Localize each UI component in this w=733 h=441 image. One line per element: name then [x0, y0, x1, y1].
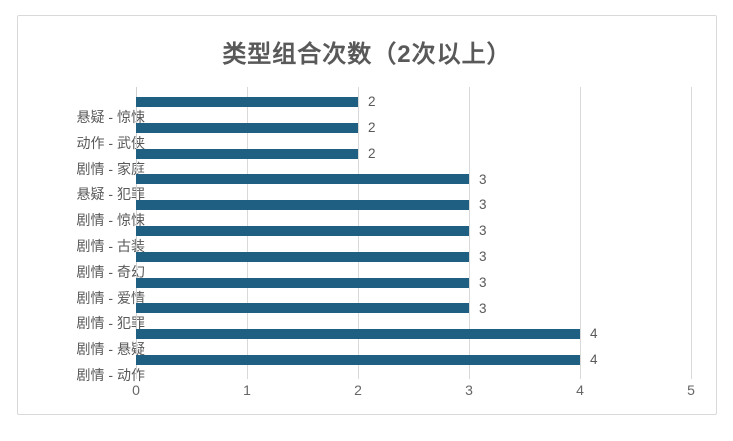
x-tick-label-5: 5: [687, 382, 695, 398]
data-label: 2: [368, 94, 376, 110]
bar-row: 3: [136, 218, 691, 244]
gridline-4: [580, 87, 581, 373]
axis-tick-5: [691, 373, 692, 379]
category-label: 剧情 - 爱情: [76, 289, 145, 306]
data-label: 3: [479, 274, 487, 290]
bar-剧情 - 古装: [136, 225, 469, 236]
bar-row: 2: [136, 115, 691, 141]
bar-row: 3: [136, 270, 691, 296]
bar-row: 2: [136, 89, 691, 115]
category-label: 剧情 - 惊悚: [76, 212, 145, 229]
bar-row: 3: [136, 296, 691, 322]
gridline-3: [469, 87, 470, 373]
bar-动作 - 武侠: [136, 122, 358, 133]
axis-tick-4: [580, 373, 581, 379]
bar-剧情 - 动作: [136, 355, 580, 366]
gridline-5: [691, 87, 692, 373]
category-label: 剧情 - 古装: [76, 237, 145, 254]
chart-title: 类型组合次数（2次以上）: [222, 41, 512, 68]
axis-tick-2: [358, 373, 359, 379]
x-axis-labels: 0 1 2 3 4 5: [18, 382, 716, 402]
axis-tick-0: [136, 373, 137, 379]
bar-剧情 - 爱情: [136, 277, 469, 288]
axis-tick-3: [469, 373, 470, 379]
category-label: 剧情 - 动作: [76, 367, 145, 384]
category-axis-labels: 悬疑 - 惊悚 动作 - 武侠 剧情 - 家庭 悬疑 - 犯罪 剧情 - 惊悚 剧情 - …: [38, 104, 145, 388]
bar-row: 4: [136, 321, 691, 347]
bar-剧情 - 奇幻: [136, 251, 469, 262]
axis-tick-1: [247, 373, 248, 379]
x-tick-label-0: 0: [132, 382, 140, 398]
category-label: 剧情 - 悬疑: [76, 341, 145, 358]
bar-row: 3: [136, 244, 691, 270]
x-tick-label-4: 4: [576, 382, 584, 398]
chart-frame: 类型组合次数（2次以上） 悬疑 - 惊悚 动作 - 武侠 剧情 - 家庭 悬疑 - 犯…: [17, 15, 717, 415]
category-label: 动作 - 武侠: [76, 134, 145, 151]
bar-悬疑 - 惊悚: [136, 96, 358, 107]
bar-剧情 - 悬疑: [136, 329, 580, 340]
data-label: 3: [479, 197, 487, 213]
bar-row: 3: [136, 166, 691, 192]
bar-悬疑 - 犯罪: [136, 174, 469, 185]
bar-剧情 - 犯罪: [136, 303, 469, 314]
bars-layer: 2 2 2 3 3 3 3 3 3 4 4: [136, 89, 691, 373]
bar-剧情 - 家庭: [136, 148, 358, 159]
bar-row: 4: [136, 347, 691, 373]
data-label: 3: [479, 171, 487, 187]
data-label: 2: [368, 145, 376, 161]
plot-area: 2 2 2 3 3 3 3 3 3 4 4: [136, 87, 692, 373]
data-label: 4: [590, 352, 598, 368]
data-label: 3: [479, 300, 487, 316]
data-label: 3: [479, 223, 487, 239]
bar-row: 2: [136, 141, 691, 167]
bar-剧情 - 惊悚: [136, 200, 469, 211]
category-label: 悬疑 - 犯罪: [76, 186, 145, 203]
x-tick-label-3: 3: [465, 382, 473, 398]
category-label: 剧情 - 犯罪: [76, 315, 145, 332]
bar-row: 3: [136, 192, 691, 218]
data-label: 4: [590, 326, 598, 342]
category-label: 剧情 - 奇幻: [76, 263, 145, 280]
data-label: 3: [479, 249, 487, 265]
data-label: 2: [368, 119, 376, 135]
x-tick-label-1: 1: [243, 382, 251, 398]
category-label: 悬疑 - 惊悚: [76, 108, 145, 125]
category-label: 剧情 - 家庭: [76, 160, 145, 177]
x-tick-label-2: 2: [354, 382, 362, 398]
